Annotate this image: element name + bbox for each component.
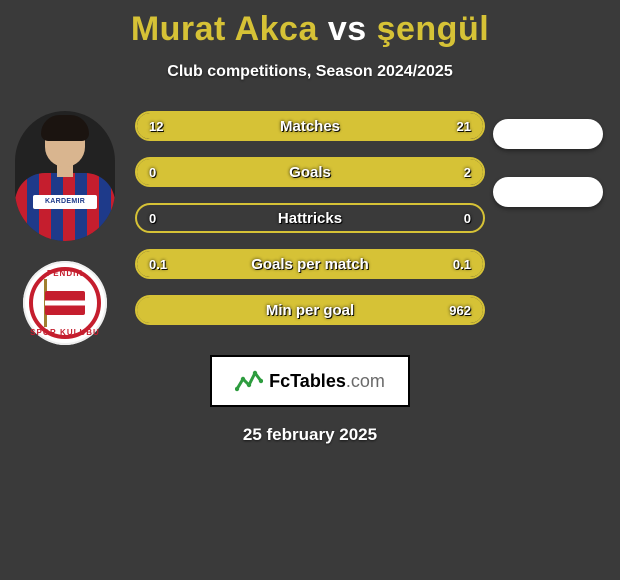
page-title: Murat Akca vs şengül [0,0,620,49]
title-player1: Murat Akca [131,10,318,48]
stat-bar-mpg: 962Min per goal [135,295,485,325]
player1-club-badge: PENDIK SPOR KULUBU [23,261,107,345]
stat-bar-hattricks: 00Hattricks [135,203,485,233]
fctables-logo: FcTables.com [210,355,410,407]
stat-bar-matches: 1221Matches [135,111,485,141]
stat-bars: 1221Matches 02Goals 00Hattricks 0.10.1Goals… [135,111,485,325]
stat-bar-goals: 02Goals [135,157,485,187]
bar-label: Hattricks [137,205,483,231]
player1-avatar: KARDEMIR [15,111,115,241]
stat-bar-gpm: 0.10.1Goals per match [135,249,485,279]
player2-club-pill [493,119,603,149]
bar-label: Matches [137,113,483,139]
bar-label: Goals per match [137,251,483,277]
bar-label: Min per goal [137,297,483,323]
logo-brand: FcTables [269,371,346,391]
chart-icon [235,367,263,395]
jersey-sponsor: KARDEMIR [33,195,97,209]
left-column: KARDEMIR PENDIK SPOR KULUBU [10,111,120,345]
club-text-bottom: SPOR KULUBU [23,328,107,337]
title-vs: vs [328,10,367,48]
club-text-top: PENDIK [23,269,107,278]
date-text: 25 february 2025 [0,425,620,445]
bar-label: Goals [137,159,483,185]
player2-club-pill [493,177,603,207]
logo-suffix: .com [346,371,385,391]
logo-text: FcTables.com [269,371,385,392]
right-column [488,119,608,207]
title-player2: şengül [377,10,490,48]
subtitle: Club competitions, Season 2024/2025 [0,63,620,81]
